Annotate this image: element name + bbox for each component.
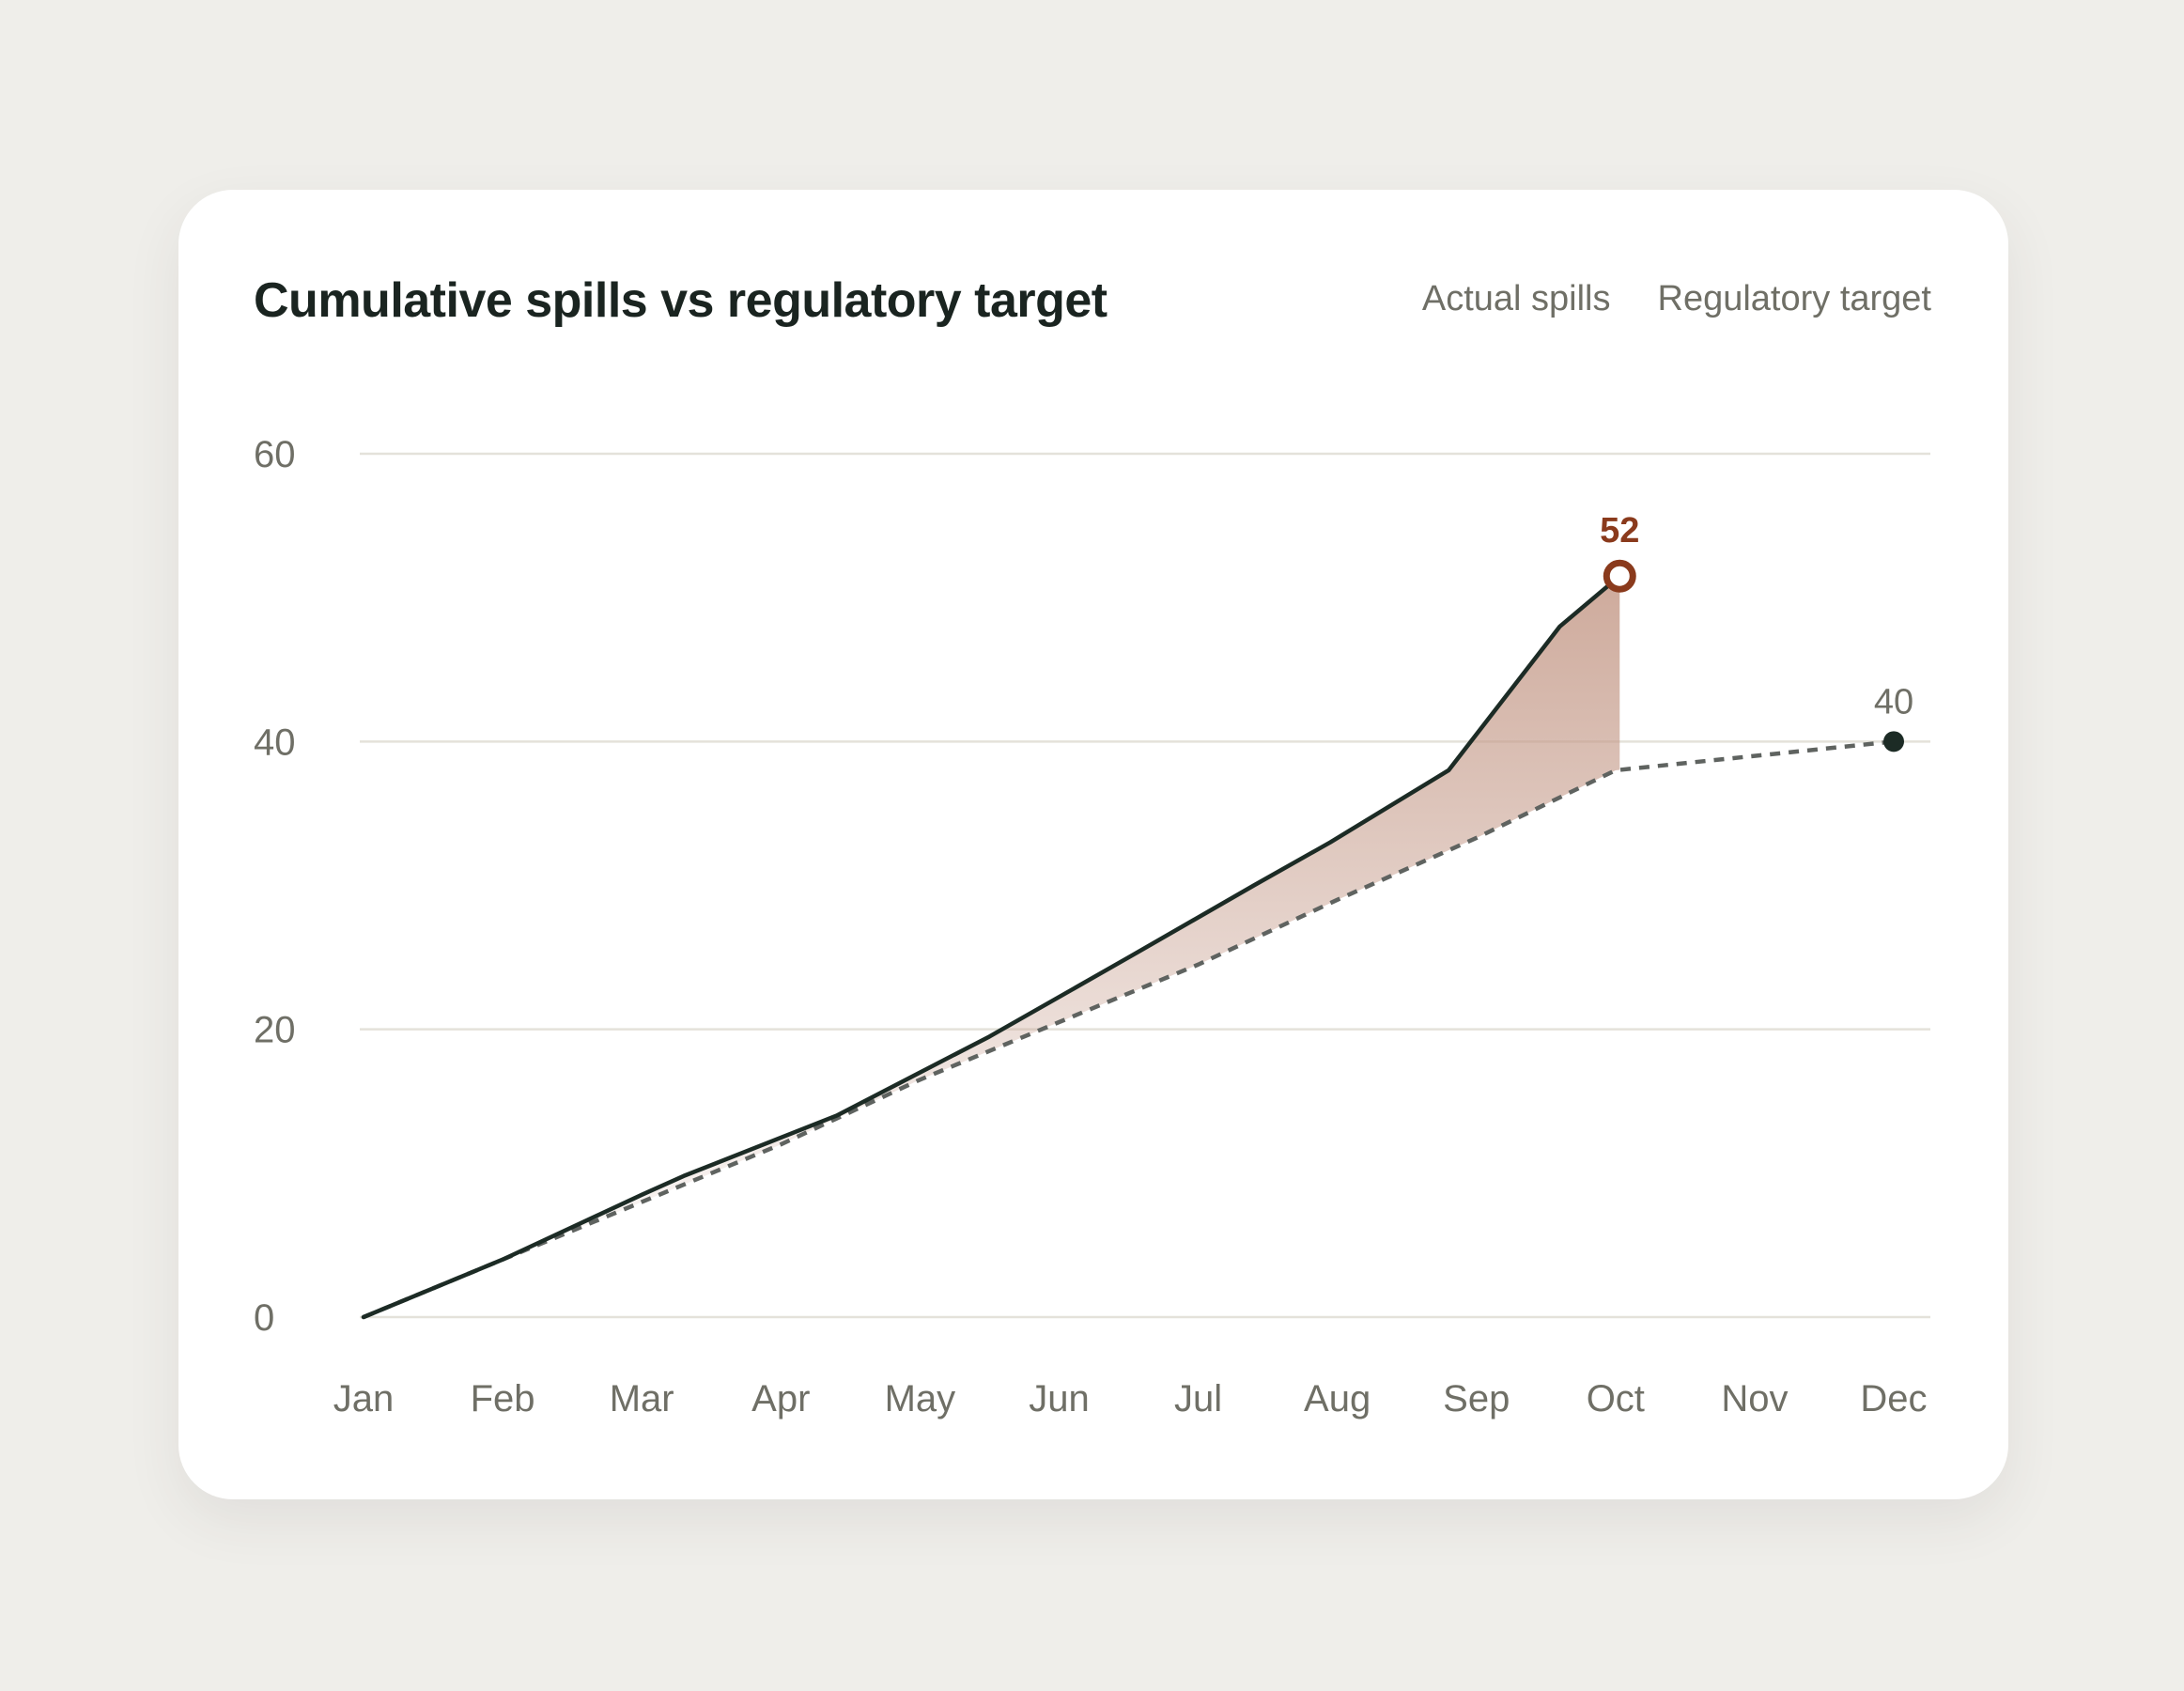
marker-layer: 52 40 [1600,511,1913,752]
x-tick-label-dec: Dec [1860,1378,1927,1420]
y-tick-label-0: 0 [254,1297,274,1339]
legend-item-regulatory-target[interactable]: Regulatory target [1657,279,1932,318]
x-tick-label-jun: Jun [1029,1378,1090,1420]
gap-area [364,576,1620,1317]
actual-spills-end-marker [1603,559,1636,593]
chart-plot: 0 20 40 60 Jan Feb Mar Apr May Jun Jul Aug Sep Oct No… [254,434,1930,1420]
x-tick-label-jan: Jan [333,1378,395,1420]
x-tick-label-nov: Nov [1721,1378,1788,1420]
x-tick-label-may: May [885,1378,956,1420]
gap-area-layer [364,576,1620,1317]
legend-item-actual-spills[interactable]: Actual spills [1421,279,1611,318]
legend: Actual spills Regulatory target [1422,279,1931,319]
y-axis-ticks: 0 20 40 60 [254,434,296,1339]
x-axis-ticks: Jan Feb Mar Apr May Jun Jul Aug Sep Oct Nov Dec [333,1378,1928,1420]
y-tick-label-60: 60 [254,434,296,475]
y-tick-label-40: 40 [254,721,296,763]
x-tick-label-mar: Mar [610,1378,674,1420]
y-tick-label-20: 20 [254,1010,296,1051]
series-layer [361,573,1895,1320]
x-tick-label-apr: Apr [751,1378,810,1420]
regulatory-target-end-marker [1883,731,1904,752]
x-tick-label-sep: Sep [1443,1378,1510,1420]
x-tick-label-oct: Oct [1587,1378,1645,1420]
chart-title: Cumulative spills vs regulatory target [254,273,1107,328]
x-tick-label-aug: Aug [1304,1378,1371,1420]
grid-layer [360,452,1930,1319]
x-tick-label-feb: Feb [471,1378,535,1420]
x-tick-label-jul: Jul [1174,1378,1222,1420]
chart-card: Cumulative spills vs regulatory target A… [178,190,2008,1499]
series-line-regulatory-target [363,739,1895,1320]
series-line-actual-spills [361,573,1622,1320]
regulatory-target-end-label: 40 [1874,682,1913,721]
actual-spills-end-label: 52 [1600,511,1639,551]
